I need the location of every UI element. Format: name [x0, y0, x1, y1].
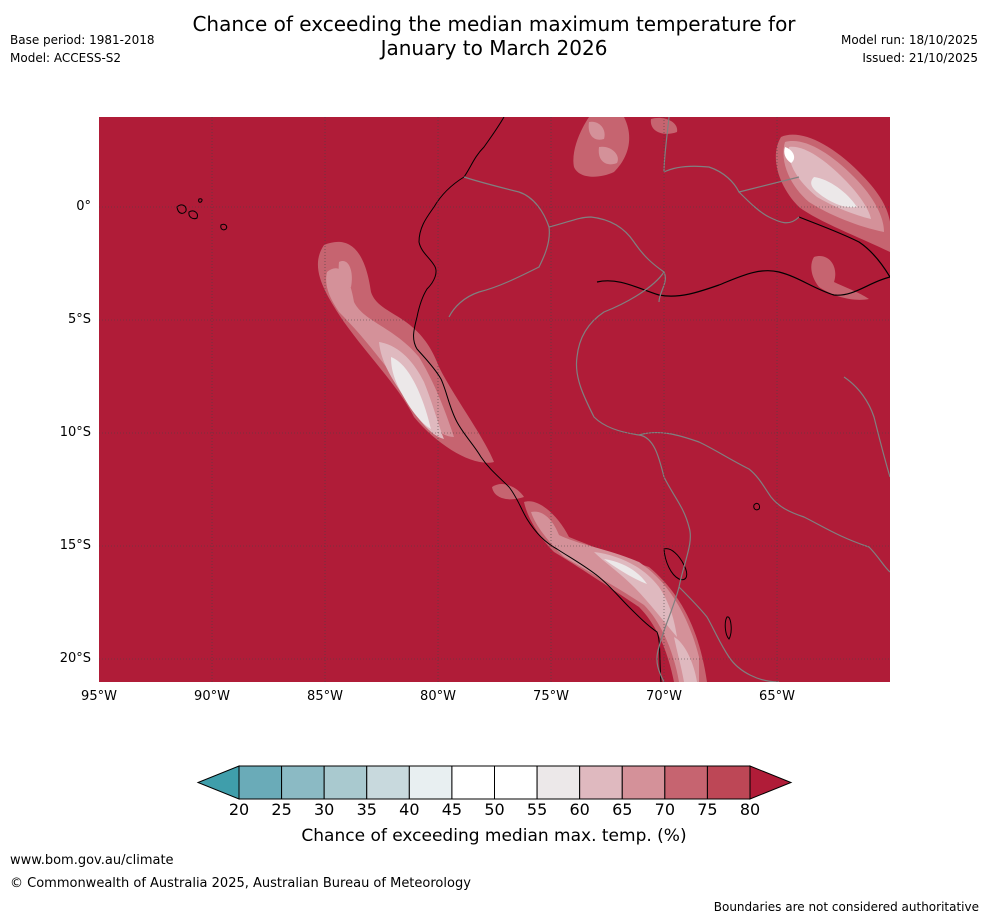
- colorbar-bin: [281, 765, 325, 800]
- colorbar: [196, 765, 793, 800]
- forecast-map: [99, 117, 890, 682]
- country-borders: [448, 117, 890, 682]
- lon-label-95w: 95°W: [81, 689, 117, 704]
- lon-label-85w: 85°W: [307, 689, 343, 704]
- lat-label-5s: 5°S: [67, 312, 91, 327]
- colorbar-bin: [494, 765, 538, 800]
- colorbar-bin: [238, 765, 283, 800]
- north-coast-outline: [798, 216, 890, 278]
- coastal-anomaly-south: [492, 484, 707, 682]
- colorbar-tick-label: 60: [569, 800, 590, 819]
- title-line-2: January to March 2026: [380, 36, 608, 60]
- lat-label-20s: 20°S: [59, 651, 91, 666]
- galapagos-islands: [176, 198, 228, 231]
- colorbar-bin: [451, 765, 496, 800]
- colorbar-title: Chance of exceeding median max. temp. (%…: [301, 826, 687, 846]
- map-background: [99, 117, 890, 682]
- title-line-1: Chance of exceeding the median maximum t…: [192, 12, 796, 36]
- lon-label-80w: 80°W: [420, 689, 456, 704]
- map-title: Chance of exceeding the median maximum t…: [0, 12, 988, 60]
- colorbar-tick-label: 75: [697, 800, 718, 819]
- model-run-label: Model run: 18/10/2025: [840, 33, 978, 47]
- colorbar-bin: [621, 765, 666, 800]
- lon-label-65w: 65°W: [759, 689, 795, 704]
- colorbar-tick-label: 80: [739, 800, 761, 819]
- colorbar-bin: [706, 765, 751, 800]
- lon-label-75w: 75°W: [533, 689, 569, 704]
- bolivia-lakes: [724, 502, 760, 640]
- amazon-river-outline: [596, 270, 890, 297]
- base-period-label: Base period: 1981-2018: [10, 33, 155, 47]
- colorbar-bin: [664, 765, 708, 800]
- colorbar-tick-label: 65: [612, 800, 633, 819]
- colorbar-tick-label: 70: [654, 800, 676, 819]
- south-america-coastline: [413, 117, 662, 682]
- lake-titicaca: [663, 548, 688, 581]
- colorbar-bin: [579, 765, 623, 800]
- colorbar-tick-label: 25: [271, 800, 292, 819]
- colorbar-over-arrow: [749, 765, 793, 800]
- colorbar-bin: [366, 765, 410, 800]
- colorbar-bin: [323, 765, 368, 800]
- coastal-anomaly-brazil: [775, 134, 890, 300]
- colorbar-tick-label: 55: [526, 800, 548, 819]
- colorbar-bin: [408, 765, 453, 800]
- colorbar-tick-label: 50: [484, 800, 505, 819]
- lat-label-10s: 10°S: [59, 425, 91, 440]
- colorbar-under-arrow: [196, 765, 240, 800]
- colorbar-tick-label: 45: [441, 800, 463, 819]
- lon-label-90w: 90°W: [194, 689, 230, 704]
- lat-label-0: 0°: [76, 199, 91, 214]
- colorbar-bins: [238, 765, 751, 800]
- colorbar-tick-label: 35: [356, 800, 377, 819]
- lon-label-70w: 70°W: [646, 689, 682, 704]
- lat-label-15s: 15°S: [59, 538, 91, 553]
- colorbar-bin: [536, 765, 581, 800]
- boundary-disclaimer: Boundaries are not considered authoritat…: [713, 900, 979, 914]
- coastal-anomaly-peru: [317, 241, 494, 463]
- colorbar-tick-label: 40: [399, 800, 420, 819]
- colorbar-tick-label: 30: [313, 800, 335, 819]
- colorbar-tick-label: 20: [228, 800, 250, 819]
- copyright-notice: © Commonwealth of Australia 2025, Austra…: [10, 876, 471, 891]
- northern-anomaly-patches: [573, 117, 678, 177]
- model-label: Model: ACCESS-S2: [10, 51, 122, 65]
- graticule: [99, 117, 890, 682]
- website-link[interactable]: www.bom.gov.au/climate: [10, 853, 174, 868]
- issued-label: Issued: 21/10/2025: [862, 51, 978, 65]
